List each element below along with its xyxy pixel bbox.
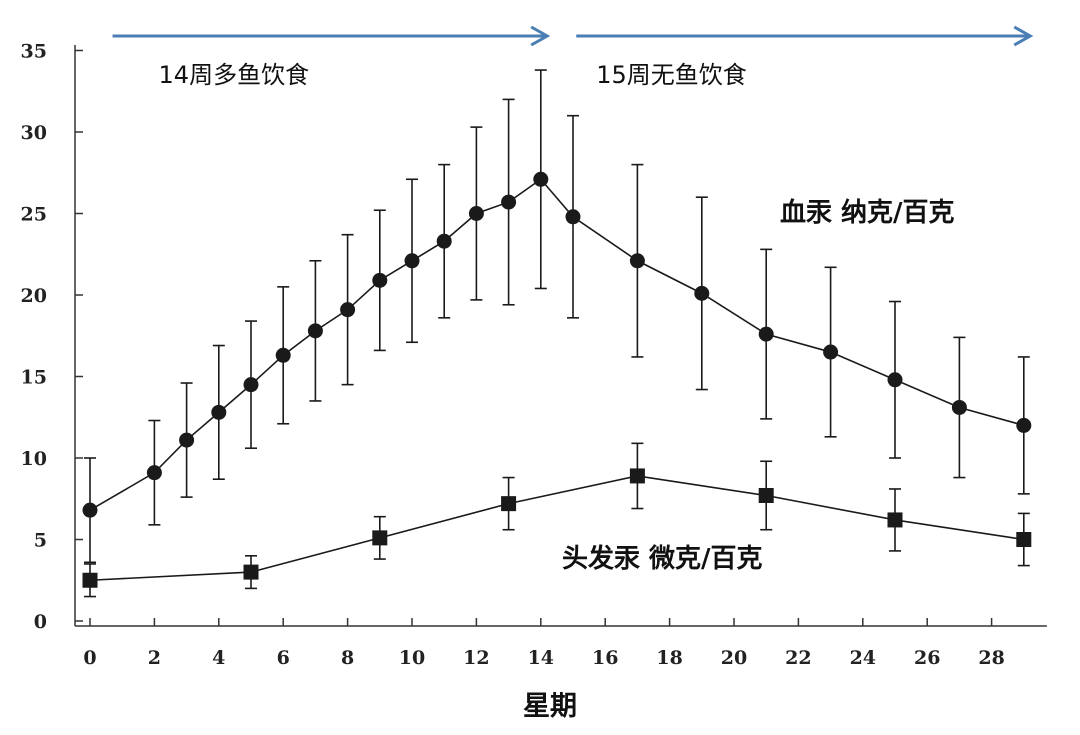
series-label-hair: 头发汞 微克/百克 (562, 543, 763, 574)
series-1 (82, 442, 1032, 598)
data-point (275, 347, 291, 363)
x-tick-label: 6 (277, 647, 290, 669)
data-point (82, 502, 98, 518)
data-point (758, 487, 774, 503)
data-point (501, 194, 517, 210)
data-point (694, 285, 710, 301)
data-point (211, 404, 227, 420)
data-point (372, 272, 388, 288)
x-tick-label: 10 (399, 647, 425, 669)
data-point (887, 372, 903, 388)
x-tick-label: 8 (341, 647, 354, 669)
data-point (243, 564, 259, 580)
series-label-blood: 血汞 纳克/百克 (780, 197, 955, 228)
series-line (89, 475, 1024, 582)
data-point (533, 171, 549, 187)
y-tick-label: 25 (21, 204, 47, 226)
data-point (501, 496, 517, 512)
data-point (468, 206, 484, 221)
data-point (823, 344, 839, 360)
y-tick-label: 15 (21, 367, 47, 389)
x-tick-label: 18 (656, 647, 682, 669)
data-point (436, 233, 452, 249)
y-tick-label: 10 (21, 448, 47, 470)
y-tick-label: 5 (34, 530, 47, 552)
phase-label: 15周无鱼饮食 (596, 61, 747, 89)
x-tick-label: 16 (592, 647, 618, 669)
phase-arrows: 14周多鱼饮食 15周无鱼饮食 (112, 25, 1034, 89)
x-tick-label: 24 (850, 647, 876, 669)
data-point (146, 465, 162, 481)
x-tick-label: 2 (148, 647, 161, 669)
data-point (1016, 532, 1032, 547)
phase-arrow-head (530, 25, 551, 47)
series-0 (82, 69, 1032, 564)
x-tick-label: 28 (978, 647, 1004, 669)
y-tick-label: 35 (21, 41, 47, 63)
data-point (340, 302, 356, 318)
x-tick-label: 12 (463, 647, 489, 669)
x-tick-label: 0 (83, 647, 96, 669)
data-point (1016, 417, 1032, 433)
phase-arrow-head (1013, 25, 1034, 47)
data-point (372, 530, 388, 546)
x-tick-label: 26 (914, 647, 940, 669)
data-point (629, 468, 645, 484)
x-axis-title: 星期 (523, 691, 577, 722)
y-tick-label: 0 (34, 611, 47, 633)
data-point (758, 326, 774, 342)
y-tick-label: 20 (21, 285, 47, 307)
data-point (307, 323, 323, 339)
data-point (629, 253, 645, 269)
x-tick-label: 4 (212, 647, 225, 669)
data-point (951, 399, 967, 415)
data-point (179, 432, 195, 448)
x-tick-label: 20 (721, 647, 747, 669)
x-tick-label: 14 (528, 647, 554, 669)
data-point (82, 572, 98, 588)
data-point (243, 377, 259, 393)
phase-label: 14周多鱼饮食 (159, 61, 310, 89)
y-tick-label: 30 (21, 122, 47, 144)
data-point (404, 253, 420, 269)
series-layer (82, 69, 1032, 598)
data-point (565, 209, 581, 225)
data-point (887, 512, 903, 528)
x-tick-label: 22 (785, 647, 811, 669)
series-line (89, 178, 1025, 511)
